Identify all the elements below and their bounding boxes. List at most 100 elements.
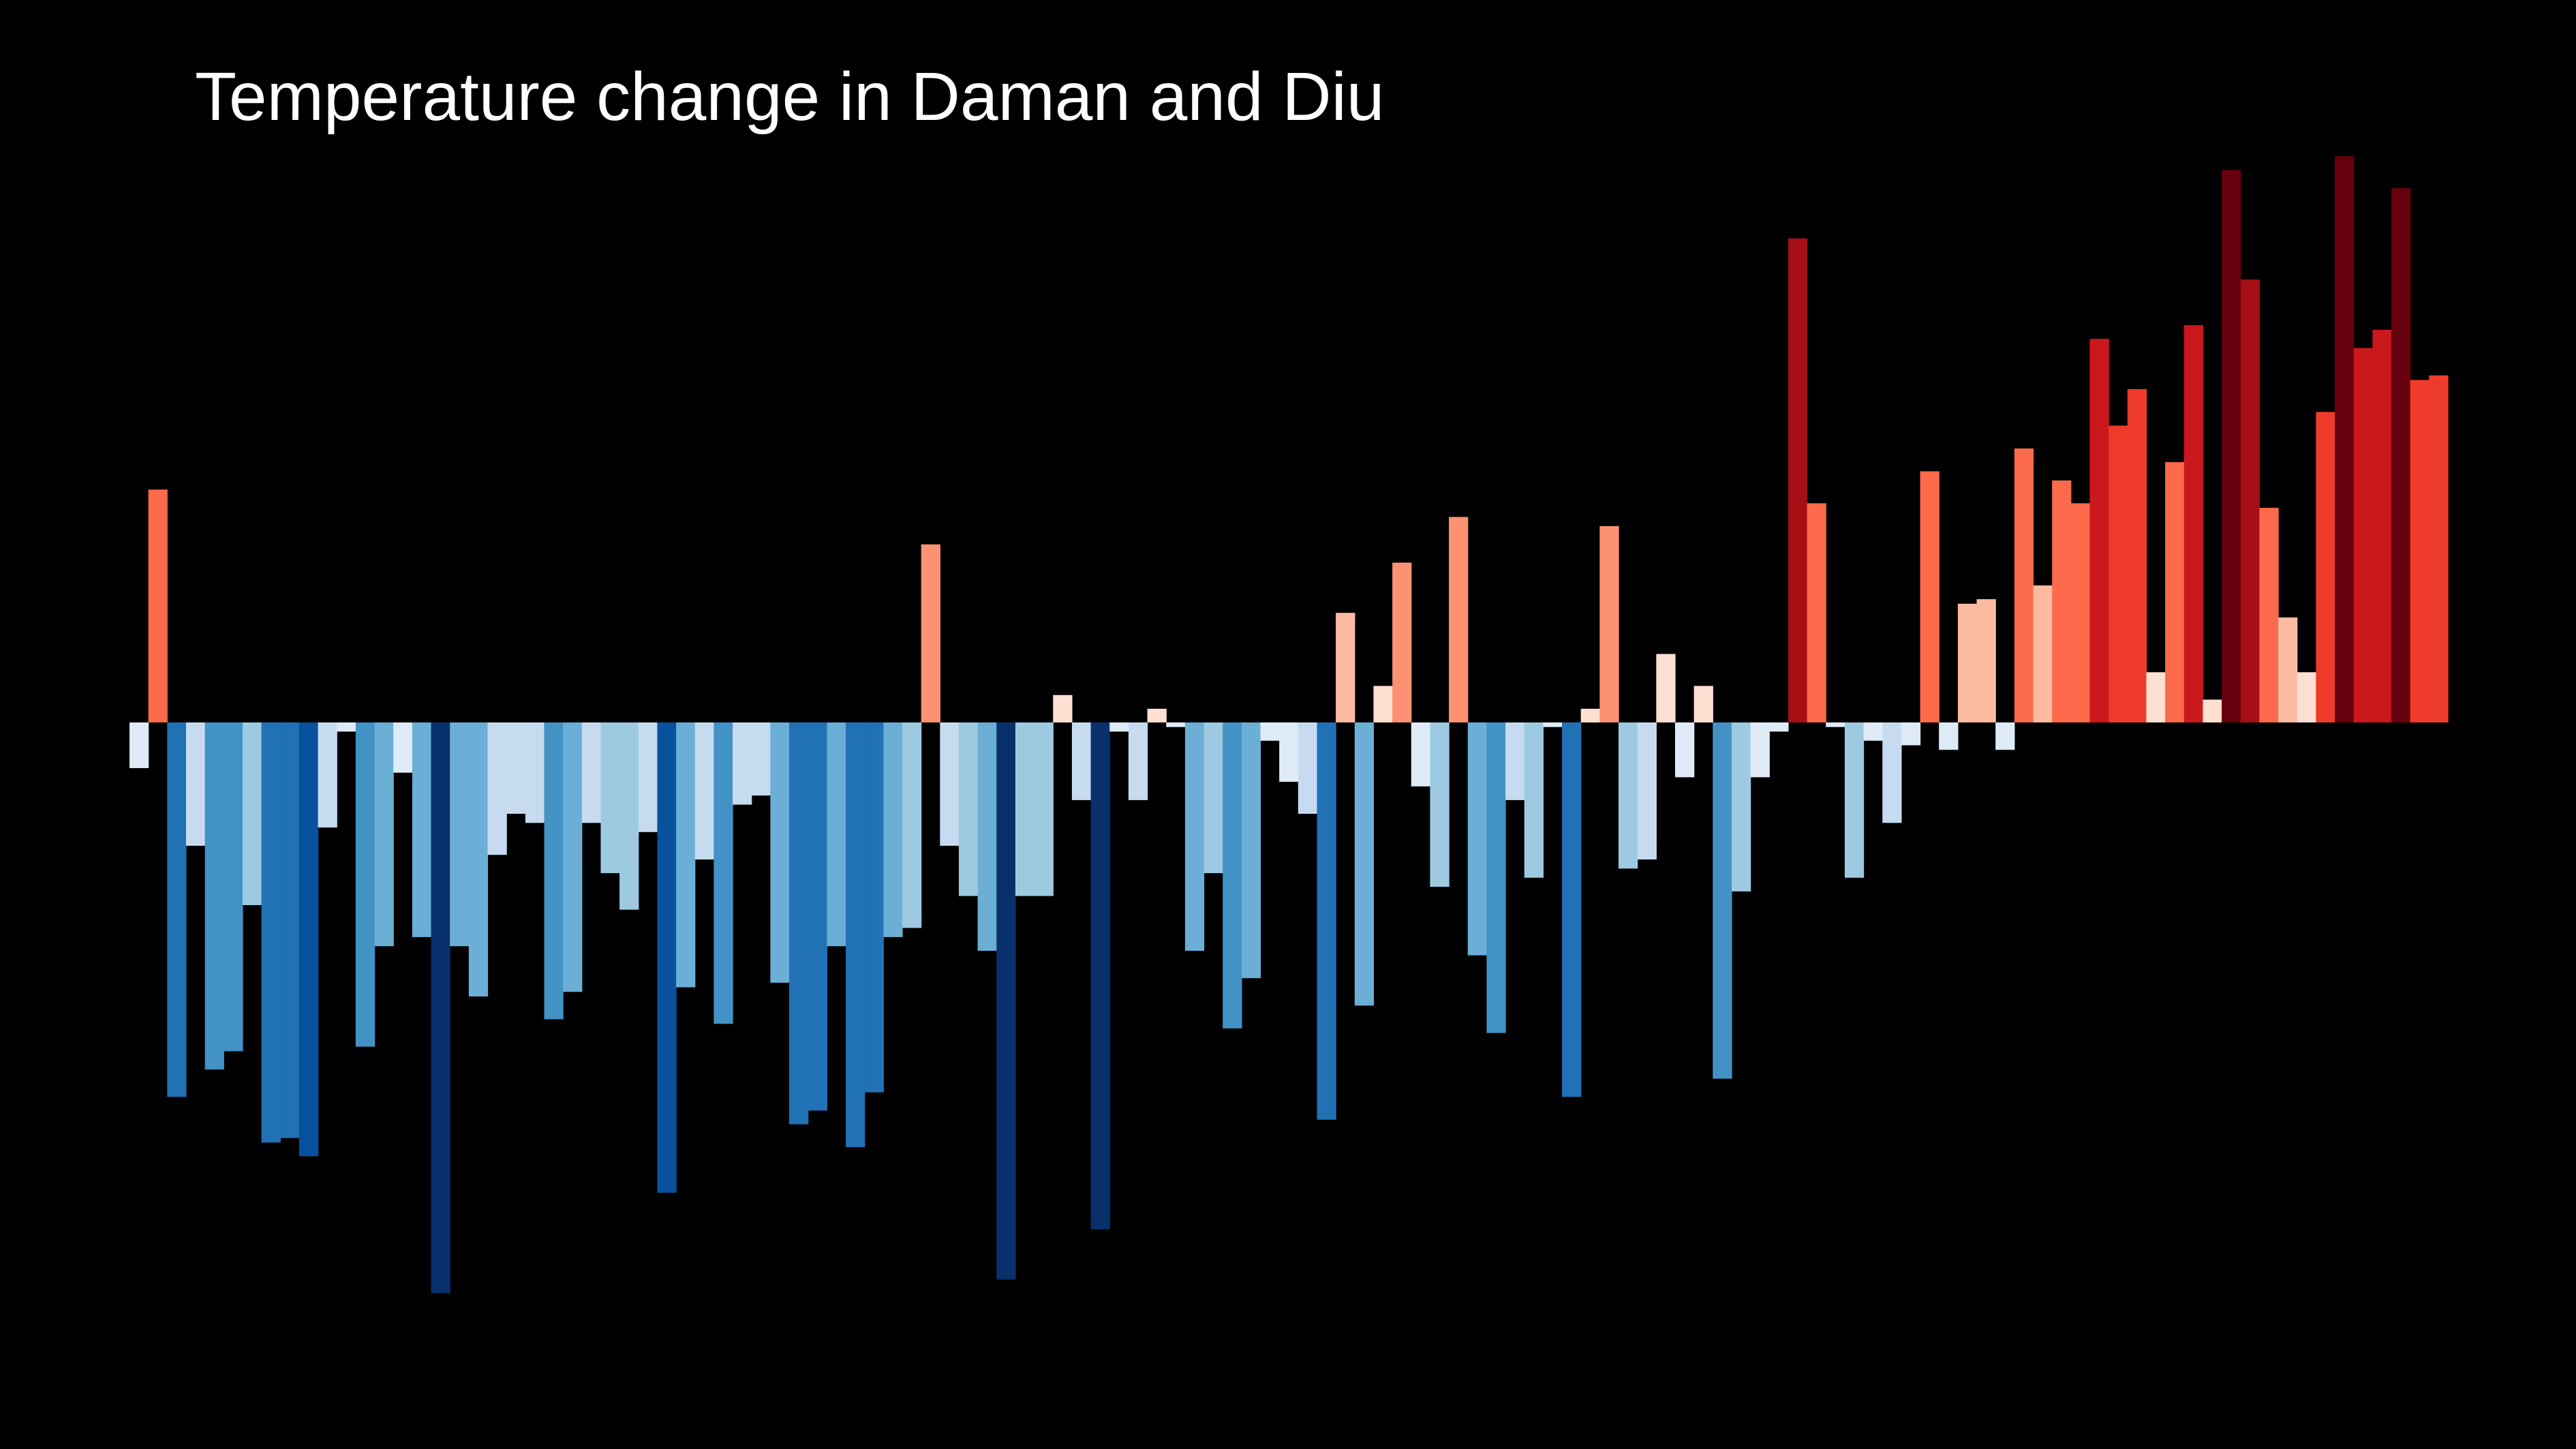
bar-107 [2146,672,2166,722]
bar-20 [506,722,526,814]
bar-38 [846,722,865,1148]
bar-12 [355,722,375,1047]
bar-1 [148,489,168,722]
bar-22 [544,722,564,1020]
bar-85 [1731,722,1751,891]
bar-42 [921,544,940,722]
bar-116 [2316,412,2335,722]
bar-24 [581,722,602,823]
bar-70 [1449,517,1469,722]
bar-86 [1750,722,1770,778]
bar-8 [280,722,300,1138]
bar-39 [864,722,884,1093]
bar-66 [1373,686,1393,722]
bar-37 [827,722,846,947]
bar-110 [2203,699,2222,722]
bar-101 [2033,585,2053,722]
bar-33 [751,722,771,796]
bar-32 [733,722,752,805]
bar-65 [1354,722,1375,1006]
bar-74 [1524,722,1544,878]
bar-13 [374,722,394,947]
bar-89 [1807,503,1826,722]
bar-81 [1656,654,1676,722]
bar-69 [1430,722,1450,887]
bar-75 [1543,722,1563,727]
bar-120 [2391,188,2411,723]
bar-64 [1336,613,1355,722]
bar-60 [1260,722,1280,741]
bar-59 [1241,722,1261,979]
bar-27 [638,722,658,832]
bar-30 [694,722,715,859]
bar-5 [224,722,243,1052]
bar-92 [1863,722,1883,741]
bar-46 [996,722,1016,1280]
bar-84 [1713,722,1732,1079]
bar-121 [2410,380,2429,722]
bar-54 [1147,708,1167,722]
bar-40 [883,722,903,937]
bar-82 [1675,722,1695,778]
bar-7 [261,722,281,1143]
bar-63 [1317,722,1336,1120]
bar-47 [1015,722,1035,896]
bar-14 [393,722,413,773]
bar-79 [1619,722,1638,869]
bar-52 [1109,722,1129,732]
bar-35 [789,722,809,1125]
bar-93 [1882,722,1902,823]
bar-19 [487,722,507,855]
bar-26 [619,722,639,910]
bar-95 [1920,471,1939,722]
bar-96 [1939,722,1959,750]
bar-11 [337,722,356,732]
bar-17 [450,722,470,947]
bar-76 [1562,722,1582,1097]
bar-114 [2278,617,2298,722]
bar-77 [1580,708,1600,722]
bar-15 [412,722,432,937]
bar-97 [1957,603,1978,722]
bar-61 [1279,722,1299,782]
bar-83 [1693,686,1713,722]
bar-51 [1090,722,1110,1230]
bar-98 [1976,599,1996,722]
bar-113 [2259,508,2279,722]
bar-103 [2070,503,2091,722]
bar-80 [1637,722,1657,859]
bar-87 [1769,722,1789,732]
bar-118 [2353,348,2373,723]
bar-50 [1071,722,1092,800]
chart-title: Temperature change in Daman and Diu [195,59,1385,135]
bar-106 [2127,388,2147,722]
bar-115 [2297,672,2316,722]
bar-111 [2222,170,2241,723]
bar-108 [2165,462,2185,722]
bar-68 [1411,722,1431,787]
bar-4 [204,722,224,1070]
bar-34 [770,722,790,983]
bar-91 [1844,722,1865,878]
bar-23 [563,722,583,992]
bar-10 [318,722,337,828]
bar-119 [2372,329,2392,722]
bar-62 [1298,722,1318,814]
bar-90 [1826,722,1845,727]
bar-57 [1203,722,1223,874]
bar-105 [2109,425,2128,722]
bar-48 [1034,722,1054,896]
bar-6 [242,722,262,905]
bar-25 [600,722,620,874]
bar-117 [2335,156,2355,722]
bar-21 [525,722,545,823]
bar-36 [808,722,827,1111]
bar-45 [977,722,997,951]
bar-53 [1128,722,1148,800]
bar-71 [1467,722,1488,956]
bar-9 [298,722,319,1157]
bar-94 [1901,722,1921,746]
bar-122 [2429,375,2449,722]
bar-43 [940,722,960,846]
